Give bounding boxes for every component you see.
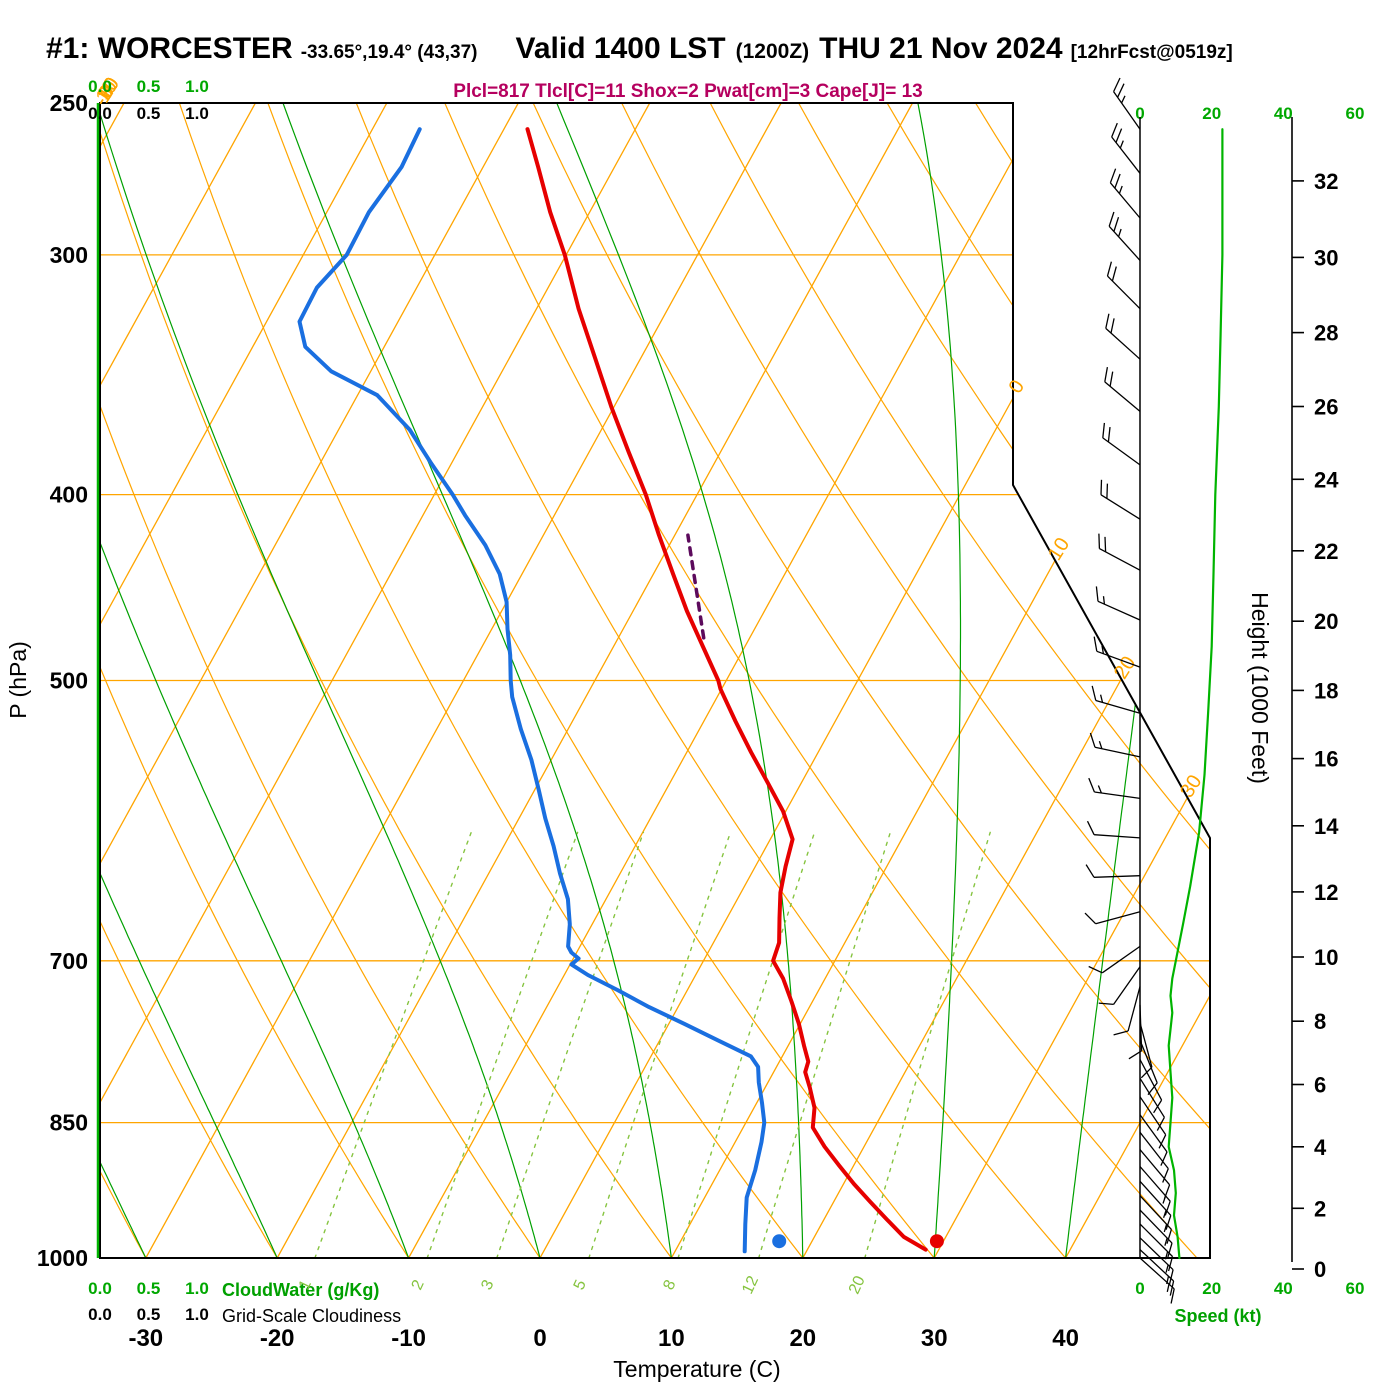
cloudwater-scale-top: 0.0: [88, 77, 112, 96]
pressure-tick-label: 700: [50, 948, 88, 974]
isotherm-lines: [100, 103, 1210, 1258]
height-tick-label: 26: [1314, 395, 1338, 420]
cloudiness-scale-bottom: 0.0: [88, 1305, 112, 1324]
mixing-ratio-lines: [314, 831, 991, 1258]
isotherm-label: 0: [1005, 376, 1030, 397]
temperature-tick-label: 20: [789, 1325, 816, 1352]
forecast-tag: [12hrFcst@0519z]: [1070, 42, 1233, 63]
temperature-axis-title: Temperature (C): [613, 1356, 780, 1382]
pressure-tick-label: 400: [50, 482, 88, 508]
plot-border: [99, 102, 1211, 1259]
speed-scale-bottom: 20: [1202, 1279, 1221, 1298]
speed-scale-bottom: 0: [1135, 1279, 1144, 1298]
temperature-tick-label: -20: [260, 1325, 295, 1352]
height-tick-label: 10: [1314, 945, 1338, 970]
mixing-ratio-label: 8: [660, 1277, 679, 1292]
wind-barbs: [1084, 77, 1175, 1304]
station-coords: -33.65°,19.4° (43,37): [300, 42, 478, 63]
cloudiness-scale: 0.0 0.0 0.5 0.5 1.0 1.0: [88, 104, 209, 1324]
surface-temp-dot: [929, 1234, 944, 1249]
height-tick-label: 24: [1314, 467, 1339, 492]
mixing-ratio-label: 2: [409, 1277, 428, 1292]
speed-scale-top: 40: [1274, 104, 1293, 123]
height-tick-label: 18: [1314, 678, 1338, 703]
cloudiness-axis-title: Grid-Scale Cloudiness: [222, 1306, 401, 1326]
speed-axis-title: Speed (kt): [1174, 1306, 1261, 1326]
speed-scale-bottom: 60: [1346, 1279, 1365, 1298]
pressure-tick-labels: 250 300 400 500 700 850 1000: [37, 90, 88, 1271]
cloudwater-scale-bottom: 0.0: [88, 1279, 112, 1298]
skewt-background: [100, 103, 1210, 1258]
speed-profile-line: [1167, 128, 1224, 1260]
height-tick-label: 0: [1314, 1257, 1326, 1282]
temperature-tick-label: 10: [658, 1325, 685, 1352]
speed-scale-top: 60: [1346, 104, 1365, 123]
cloudwater-axis-title: CloudWater (g/Kg): [222, 1280, 379, 1300]
stability-indices-line: Plcl=817 Tlcl[C]=11 Shox=2 Pwat[cm]=3 Ca…: [453, 81, 922, 102]
height-tick-label: 6: [1314, 1073, 1326, 1098]
height-axis-title: Height (1000 Feet): [1247, 592, 1273, 784]
mixing-ratio-label: 5: [571, 1277, 590, 1292]
mixing-ratio-label: 20: [846, 1273, 869, 1296]
cloudiness-scale-top: 1.0: [185, 104, 209, 123]
valid-zulu: (1200Z): [735, 40, 810, 63]
pressure-tick-label: 1000: [37, 1245, 88, 1271]
temperature-tick-label: 0: [533, 1325, 546, 1352]
temperature-curve: [525, 127, 928, 1252]
cloudwater-scale-bottom: 0.5: [137, 1279, 161, 1298]
cloudiness-scale-bottom: 0.5: [137, 1305, 161, 1324]
temperature-tick-label: 40: [1052, 1325, 1079, 1352]
mixing-ratio-labels: 1 2 3 5 8 12 20: [296, 1273, 869, 1296]
temperature-tick-label: -30: [128, 1325, 163, 1352]
cloudwater-scale: 0.0 0.0 0.5 0.5 1.0 1.0: [88, 77, 209, 1298]
temperature-tick-label: -10: [391, 1325, 426, 1352]
speed-scale-bottom: 40: [1274, 1279, 1293, 1298]
pressure-tick-label: 850: [50, 1110, 88, 1136]
height-tick-label: 14: [1314, 814, 1339, 839]
mixing-ratio-label: 12: [739, 1273, 762, 1296]
height-tick-label: 32: [1314, 169, 1338, 194]
height-tick-label: 12: [1314, 880, 1338, 905]
cloudwater-scale-top: 1.0: [185, 77, 209, 96]
speed-scale-top: 20: [1202, 104, 1221, 123]
valid-date: THU 21 Nov 2024: [819, 32, 1063, 65]
height-tick-label: 20: [1314, 609, 1338, 634]
mixing-ratio-label: 3: [478, 1277, 497, 1292]
height-tick-label: 4: [1314, 1135, 1327, 1160]
cloudwater-scale-top: 0.5: [137, 77, 161, 96]
isotherm-label: 10: [1044, 534, 1074, 565]
station-title: #1: WORCESTER: [46, 32, 293, 65]
valid-time: Valid 1400 LST: [515, 32, 726, 65]
surface-dewpoint-dot: [772, 1234, 787, 1249]
height-tick-label: 8: [1314, 1009, 1326, 1034]
height-tick-label: 30: [1314, 245, 1338, 270]
temperature-tick-label: 30: [921, 1325, 948, 1352]
height-tick-label: 2: [1314, 1196, 1326, 1221]
speed-scale-top: 0: [1135, 104, 1144, 123]
title-bar: #1: WORCESTER -33.65°,19.4° (43,37) Vali…: [46, 32, 1233, 66]
temperature-tick-labels: -30 -20 -10 0 10 20 30 40: [128, 1325, 1078, 1352]
parcel-path-segment: [686, 533, 706, 640]
cloudiness-scale-top: 0.0: [88, 104, 112, 123]
pressure-axis-title: P (hPa): [5, 641, 31, 719]
cloudiness-scale-top: 0.5: [137, 104, 161, 123]
pressure-tick-label: 300: [50, 242, 88, 268]
pressure-tick-label: 250: [50, 90, 88, 116]
height-tick-label: 16: [1314, 747, 1338, 772]
cloudwater-scale-bottom: 1.0: [185, 1279, 209, 1298]
height-tick-label: 28: [1314, 321, 1338, 346]
height-tick-label: 22: [1314, 539, 1338, 564]
pressure-tick-label: 500: [50, 668, 88, 694]
dewpoint-curve: [297, 127, 767, 1254]
cloudiness-scale-bottom: 1.0: [185, 1305, 209, 1324]
isobar-lines: [100, 254, 1210, 1258]
